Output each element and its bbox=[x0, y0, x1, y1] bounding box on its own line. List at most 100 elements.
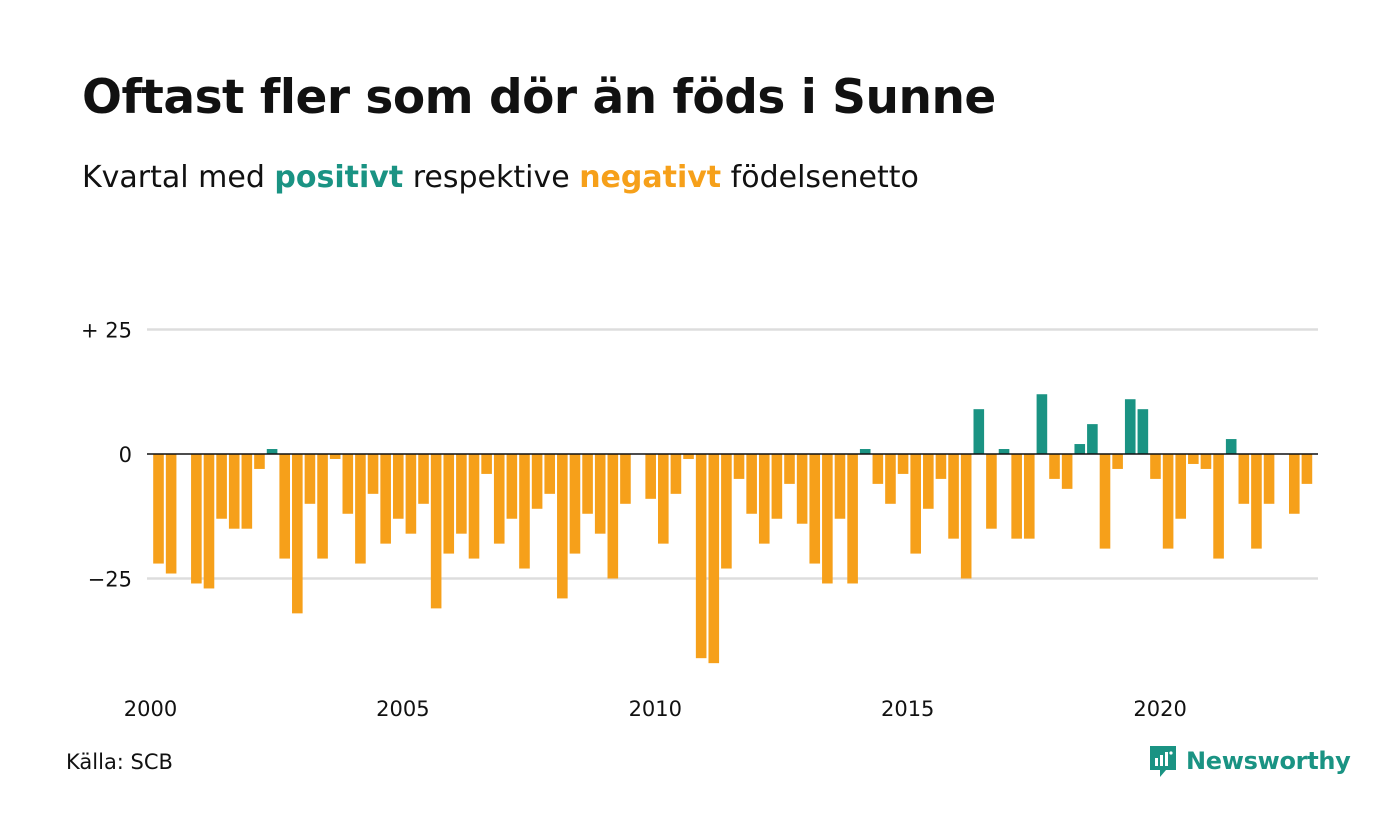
bar-2022-k1 bbox=[1263, 454, 1275, 504]
bar-2011-k3 bbox=[733, 454, 745, 479]
bar-2017-k1 bbox=[1011, 454, 1022, 539]
bar-2019-k2 bbox=[1124, 399, 1136, 454]
bar-2000-k1 bbox=[153, 454, 164, 564]
bar-2012-k3 bbox=[784, 454, 795, 484]
bar-2013-k3 bbox=[834, 454, 846, 519]
bar-2002-k2 bbox=[266, 449, 278, 454]
bar-2006-k4 bbox=[493, 454, 505, 544]
bar-2005-k3 bbox=[430, 454, 442, 609]
bar-2020-k1 bbox=[1162, 454, 1174, 549]
bar-2014-k2 bbox=[872, 454, 884, 484]
bar-2021-k2 bbox=[1225, 439, 1237, 454]
bar-2015-k1 bbox=[910, 454, 921, 554]
y-axis-tick-labels: + 25 0 −25 bbox=[81, 319, 132, 592]
bar-2018-k3 bbox=[1087, 424, 1098, 454]
bar-2015-k3 bbox=[935, 454, 947, 479]
subtitle-middle: respektive bbox=[403, 160, 580, 195]
bar-2001-k3 bbox=[228, 454, 240, 529]
bar-2022-k4 bbox=[1301, 454, 1313, 484]
bar-2016-k4 bbox=[998, 449, 1010, 454]
bar-2011-k1 bbox=[708, 454, 720, 664]
chart-subtitle: Kvartal med positivt respektive negativt… bbox=[82, 160, 919, 195]
bar-2009-k1 bbox=[607, 454, 619, 579]
bar-2001-k2 bbox=[216, 454, 227, 519]
bar-2013-k4 bbox=[847, 454, 858, 584]
bar-2018-k2 bbox=[1074, 444, 1086, 454]
bar-2004-k4 bbox=[392, 454, 404, 519]
bar-2006-k2 bbox=[468, 454, 480, 559]
chart-title: Oftast fler som dör än föds i Sunne bbox=[82, 70, 996, 125]
bar-2021-k1 bbox=[1213, 454, 1224, 559]
bar-2019-k1 bbox=[1112, 454, 1123, 469]
subtitle-negative-word: negativt bbox=[579, 160, 722, 195]
bar-2008-k3 bbox=[582, 454, 593, 514]
bar-2022-k3 bbox=[1289, 454, 1300, 514]
bar-2016-k1 bbox=[960, 454, 972, 579]
bar-2005-k4 bbox=[443, 454, 455, 554]
bar-2005-k2 bbox=[418, 454, 429, 504]
bar-2009-k2 bbox=[620, 454, 631, 504]
bar-2000-k4 bbox=[191, 454, 202, 584]
bar-2000-k2 bbox=[165, 454, 177, 574]
subtitle-positive-word: positivt bbox=[274, 160, 404, 195]
bar-2004-k2 bbox=[367, 454, 379, 494]
bar-2021-k3 bbox=[1238, 454, 1250, 504]
bar-2019-k4 bbox=[1150, 454, 1161, 479]
bar-2015-k2 bbox=[923, 454, 934, 509]
bar-2011-k2 bbox=[721, 454, 732, 569]
source-note: Källa: SCB bbox=[66, 750, 173, 774]
bar-2014-k1 bbox=[859, 449, 871, 454]
bar-2003-k2 bbox=[317, 454, 328, 559]
x-tick-label: 2015 bbox=[881, 697, 934, 721]
bar-2017-k3 bbox=[1036, 394, 1048, 454]
subtitle-suffix: födelsenetto bbox=[721, 160, 919, 195]
bar-2008-k2 bbox=[569, 454, 581, 554]
bar-2018-k4 bbox=[1099, 454, 1111, 549]
x-tick-label: 2000 bbox=[124, 697, 177, 721]
bar-2012-k1 bbox=[758, 454, 770, 544]
x-tick-label: 2010 bbox=[629, 697, 682, 721]
bar-2017-k2 bbox=[1023, 454, 1035, 539]
bar-2008-k1 bbox=[557, 454, 568, 599]
bar-2005-k1 bbox=[405, 454, 417, 534]
bar-2003-k1 bbox=[304, 454, 316, 504]
bar-2007-k2 bbox=[519, 454, 530, 569]
bar-2020-k2 bbox=[1175, 454, 1187, 519]
y-tick-label: −25 bbox=[88, 568, 132, 592]
bar-2014-k4 bbox=[897, 454, 909, 474]
bar-2021-k4 bbox=[1251, 454, 1262, 549]
bar-2004-k3 bbox=[380, 454, 391, 544]
bar-2010-k4 bbox=[695, 454, 707, 659]
x-axis-tick-labels: 2000 2005 2010 2015 2020 bbox=[124, 697, 1187, 721]
y-tick-label: 0 bbox=[119, 443, 132, 467]
bar-2017-k4 bbox=[1049, 454, 1060, 479]
brand-name: Newsworthy bbox=[1186, 747, 1351, 775]
bar-2014-k3 bbox=[885, 454, 896, 504]
bar-2012-k4 bbox=[796, 454, 808, 524]
bar-2001-k4 bbox=[241, 454, 253, 529]
grid-lines bbox=[147, 328, 1318, 580]
bar-2004-k1 bbox=[355, 454, 366, 564]
x-tick-label: 2020 bbox=[1133, 697, 1186, 721]
bar-2020-k4 bbox=[1200, 454, 1212, 469]
bar-2006-k3 bbox=[481, 454, 492, 474]
bar-2010-k1 bbox=[658, 454, 669, 544]
bars bbox=[153, 394, 1313, 664]
bar-2007-k1 bbox=[506, 454, 518, 519]
bar-2016-k2 bbox=[973, 409, 985, 454]
bar-2012-k2 bbox=[771, 454, 783, 519]
bar-2007-k3 bbox=[531, 454, 543, 509]
newsworthy-logo-icon bbox=[1150, 746, 1176, 777]
bar-2003-k3 bbox=[329, 454, 341, 459]
subtitle-prefix: Kvartal med bbox=[82, 160, 275, 195]
bar-2006-k1 bbox=[456, 454, 467, 534]
bar-2010-k2 bbox=[670, 454, 682, 494]
bar-2009-k4 bbox=[645, 454, 656, 499]
bar-2011-k4 bbox=[746, 454, 757, 514]
bar-2020-k3 bbox=[1188, 454, 1199, 464]
brand-logo: Newsworthy bbox=[1148, 744, 1351, 778]
bar-2013-k1 bbox=[809, 454, 821, 564]
y-tick-label: + 25 bbox=[81, 319, 132, 343]
bar-2010-k3 bbox=[683, 454, 694, 459]
